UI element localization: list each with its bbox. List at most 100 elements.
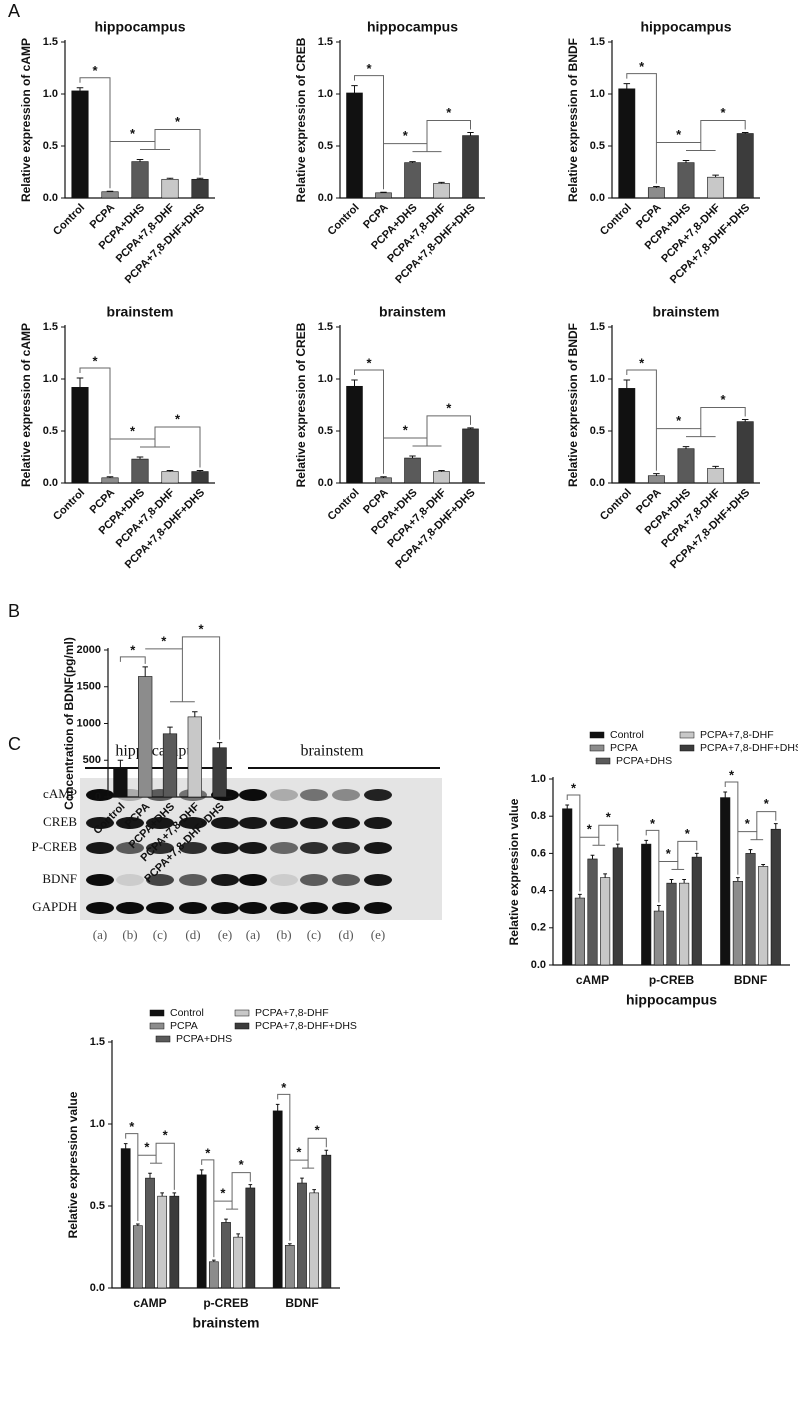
sig-star: * <box>366 355 372 370</box>
lane-label: (c) <box>153 927 167 942</box>
blot-band <box>300 817 328 829</box>
y-tick-label: 0.5 <box>590 140 605 152</box>
bar <box>375 192 392 199</box>
y-tick-label: 0.5 <box>318 140 333 152</box>
bar <box>641 843 652 966</box>
bar <box>208 1261 219 1289</box>
sig-bracket <box>79 367 111 474</box>
sig-star: * <box>676 413 682 428</box>
bar <box>647 187 665 199</box>
sig-star: * <box>403 128 409 143</box>
x-tick-label: Control <box>326 202 362 238</box>
sig-star: * <box>446 105 452 120</box>
lane-label: (a) <box>93 927 107 942</box>
bar <box>404 162 421 199</box>
sig-star: * <box>650 816 656 831</box>
bar <box>720 797 731 966</box>
blot-band <box>239 789 267 801</box>
error-bar <box>351 379 358 387</box>
bar <box>736 133 754 199</box>
blot-row-label: BDNF <box>42 871 77 886</box>
sig-star: * <box>130 126 136 141</box>
error-bar <box>136 456 144 460</box>
blot-band <box>364 817 392 829</box>
blot-band <box>179 902 207 914</box>
error-bar <box>236 1233 240 1238</box>
sig-star: * <box>729 767 735 782</box>
blot-band <box>332 789 360 801</box>
lane-label: (c) <box>307 927 321 942</box>
error-bar <box>351 85 358 93</box>
legend-swatch <box>149 1009 165 1017</box>
x-tick-label: cAMP <box>576 973 609 987</box>
lane-label: (b) <box>276 927 291 942</box>
bar <box>653 910 664 966</box>
sig-star: * <box>198 621 204 636</box>
error-bar <box>438 181 445 184</box>
sig-bracket <box>213 1200 233 1210</box>
y-tick-label: 1.5 <box>318 36 333 48</box>
sig-bracket <box>658 860 679 870</box>
blot-band <box>332 842 360 854</box>
error-bar <box>590 854 595 859</box>
error-bar <box>623 83 631 89</box>
sig-star: * <box>92 353 98 368</box>
sig-star: * <box>403 422 409 437</box>
y-axis-label: Relative expression of cAMP <box>19 323 33 487</box>
chart-title: brainstem <box>653 304 720 320</box>
y-tick-label: 0.5 <box>43 140 58 152</box>
y-tick-label: 0.5 <box>318 425 333 437</box>
error-bar <box>712 174 719 178</box>
error-bar <box>172 1192 177 1197</box>
bar <box>647 475 665 484</box>
blot-band <box>116 817 144 829</box>
x-tick-label: p-CREB <box>649 973 695 987</box>
bar <box>162 733 178 798</box>
y-tick-label: 0.5 <box>590 425 605 437</box>
y-axis-label: Relative expression value <box>507 798 521 945</box>
legend-swatch <box>149 1022 165 1030</box>
blot-band <box>146 874 174 886</box>
bar <box>233 1236 244 1289</box>
x-tick-label: Control <box>51 487 87 523</box>
sig-bracket <box>79 77 111 189</box>
bar <box>71 90 89 199</box>
sig-bracket <box>119 656 146 664</box>
y-tick-label: 1.0 <box>590 88 605 100</box>
legend-label: PCPA <box>170 1020 198 1032</box>
lane-label: (d) <box>185 927 200 942</box>
error-bar <box>741 419 749 422</box>
error-bar <box>212 1259 216 1262</box>
panel-label: A <box>8 1 20 21</box>
error-bar <box>248 1184 253 1188</box>
y-tick-label: 0.0 <box>590 192 605 204</box>
bar <box>707 468 725 484</box>
bar <box>113 768 128 798</box>
error-bar <box>312 1189 316 1193</box>
sig-bracket <box>137 1154 157 1164</box>
blot-band <box>300 874 328 886</box>
blot-band <box>86 874 114 886</box>
sig-bracket <box>231 1172 251 1202</box>
sig-bracket <box>579 836 600 846</box>
blot-band <box>211 842 239 854</box>
error-bar <box>288 1243 292 1246</box>
bar <box>132 1225 143 1289</box>
y-tick-label: 1.0 <box>90 1118 105 1130</box>
bar <box>321 1154 332 1289</box>
error-bar <box>76 377 84 388</box>
bar <box>346 92 363 199</box>
sig-star: * <box>296 1145 302 1160</box>
blot-region: brainstem <box>300 743 364 760</box>
y-axis-label: Relative expression of BNDF <box>566 38 580 202</box>
sig-bracket <box>289 1159 309 1169</box>
blot-band <box>116 902 144 914</box>
lane-label: (b) <box>122 927 137 942</box>
bar <box>131 458 149 484</box>
sig-star: * <box>639 355 645 370</box>
bar <box>284 1245 295 1289</box>
y-tick-label: 1.0 <box>318 88 333 100</box>
bar <box>462 135 479 199</box>
blot-band <box>146 902 174 914</box>
